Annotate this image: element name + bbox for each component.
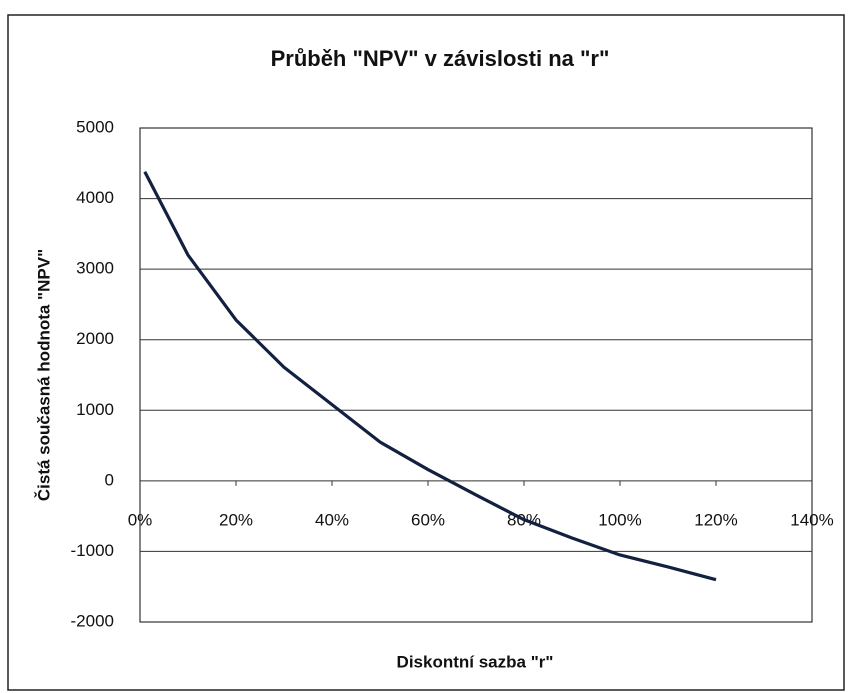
x-tick-label: 140% bbox=[790, 510, 833, 529]
x-tick-label: 60% bbox=[411, 510, 445, 529]
x-tick-label: 40% bbox=[315, 510, 349, 529]
x-tick-label: 20% bbox=[219, 510, 253, 529]
y-tick-label: -2000 bbox=[71, 611, 114, 630]
y-tick-label: 5000 bbox=[76, 117, 114, 136]
line-series bbox=[143, 171, 717, 582]
y-tick-label: 2000 bbox=[76, 329, 114, 348]
chart-title: Průběh "NPV" v závislosti na "r" bbox=[271, 46, 610, 71]
chart-frame bbox=[7, 14, 845, 691]
x-tick-label: 100% bbox=[598, 510, 641, 529]
x-tick-label: 0% bbox=[128, 510, 153, 529]
y-tick-label: 4000 bbox=[76, 188, 114, 207]
y-axis-label: Čistá současná hodnota "NPV" bbox=[34, 249, 53, 501]
x-axis-label: Diskontní sazba "r" bbox=[397, 652, 554, 671]
y-tick-label: -1000 bbox=[71, 541, 114, 560]
y-tick-label: 1000 bbox=[76, 400, 114, 419]
x-tick-label: 120% bbox=[694, 510, 737, 529]
y-tick-label: 3000 bbox=[76, 259, 114, 278]
y-tick-label: 0 bbox=[105, 470, 114, 489]
plot-area bbox=[139, 127, 813, 623]
